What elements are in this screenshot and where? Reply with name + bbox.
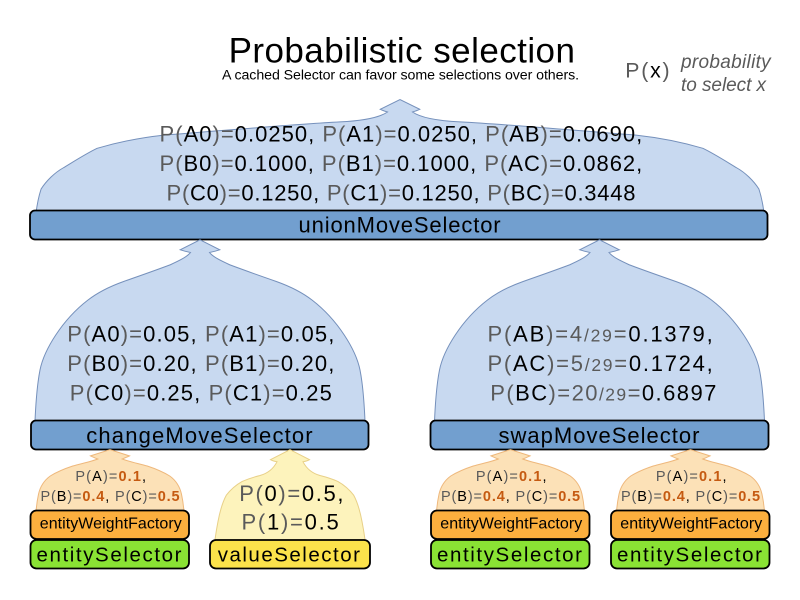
svg-text:entityWeightFactory: entityWeightFactory: [620, 516, 762, 533]
svg-text:P(C0)=0.25, P(C1)=0.25: P(C0)=0.25, P(C1)=0.25: [70, 381, 333, 406]
svg-text:P(B)=0.4, P(C)=0.5: P(B)=0.4, P(C)=0.5: [441, 489, 581, 505]
svg-text:Probabilistic selection: Probabilistic selection: [229, 32, 576, 71]
svg-text:P(0)=0.5,: P(0)=0.5,: [239, 481, 345, 506]
svg-text:P(x): P(x): [625, 59, 671, 83]
svg-text:P(B0)=0.20, P(B1)=0.20,: P(B0)=0.20, P(B1)=0.20,: [67, 351, 335, 376]
svg-text:to select x: to select x: [681, 75, 768, 96]
svg-text:entitySelector: entitySelector: [437, 544, 584, 567]
svg-text:P(B)=0.4, P(C)=0.5: P(B)=0.4, P(C)=0.5: [41, 489, 181, 505]
svg-text:P(BC)=20/29=0.6897: P(BC)=20/29=0.6897: [490, 381, 718, 406]
svg-text:P(A0)=0.05, P(A1)=0.05,: P(A0)=0.05, P(A1)=0.05,: [67, 321, 335, 346]
svg-text:P(C0)=0.1250, P(C1)=0.1250, P(: P(C0)=0.1250, P(C1)=0.1250, P(BC)=0.3448: [167, 181, 637, 206]
svg-text:P(A)=0.1,: P(A)=0.1,: [656, 469, 728, 485]
svg-text:P(A)=0.1,: P(A)=0.1,: [75, 469, 147, 485]
svg-text:P(AB)=4/29=0.1379,: P(AB)=4/29=0.1379,: [487, 321, 714, 346]
svg-text:valueSelector: valueSelector: [218, 544, 362, 567]
svg-text:entityWeightFactory: entityWeightFactory: [440, 516, 582, 533]
svg-text:entitySelector: entitySelector: [617, 544, 764, 567]
svg-text:P(B0)=0.1000, P(B1)=0.1000, P(: P(B0)=0.1000, P(B1)=0.1000, P(AC)=0.0862…: [160, 151, 644, 176]
svg-text:changeMoveSelector: changeMoveSelector: [86, 423, 314, 448]
svg-text:A cached Selector can favor so: A cached Selector can favor some selecti…: [222, 68, 579, 84]
svg-text:unionMoveSelector: unionMoveSelector: [299, 213, 502, 238]
svg-text:P(B)=0.4, P(C)=0.5: P(B)=0.4, P(C)=0.5: [621, 489, 761, 505]
svg-text:P(1)=0.5: P(1)=0.5: [241, 510, 340, 535]
svg-text:P(A)=0.1,: P(A)=0.1,: [476, 469, 548, 485]
svg-text:swapMoveSelector: swapMoveSelector: [499, 423, 701, 448]
svg-text:entityWeightFactory: entityWeightFactory: [40, 516, 182, 533]
svg-text:P(A0)=0.0250, P(A1)=0.0250, P(: P(A0)=0.0250, P(A1)=0.0250, P(AB)=0.0690…: [160, 121, 644, 146]
svg-text:probability: probability: [680, 52, 772, 73]
svg-text:entitySelector: entitySelector: [36, 544, 183, 567]
svg-text:P(AC)=5/29=0.1724,: P(AC)=5/29=0.1724,: [488, 351, 715, 376]
